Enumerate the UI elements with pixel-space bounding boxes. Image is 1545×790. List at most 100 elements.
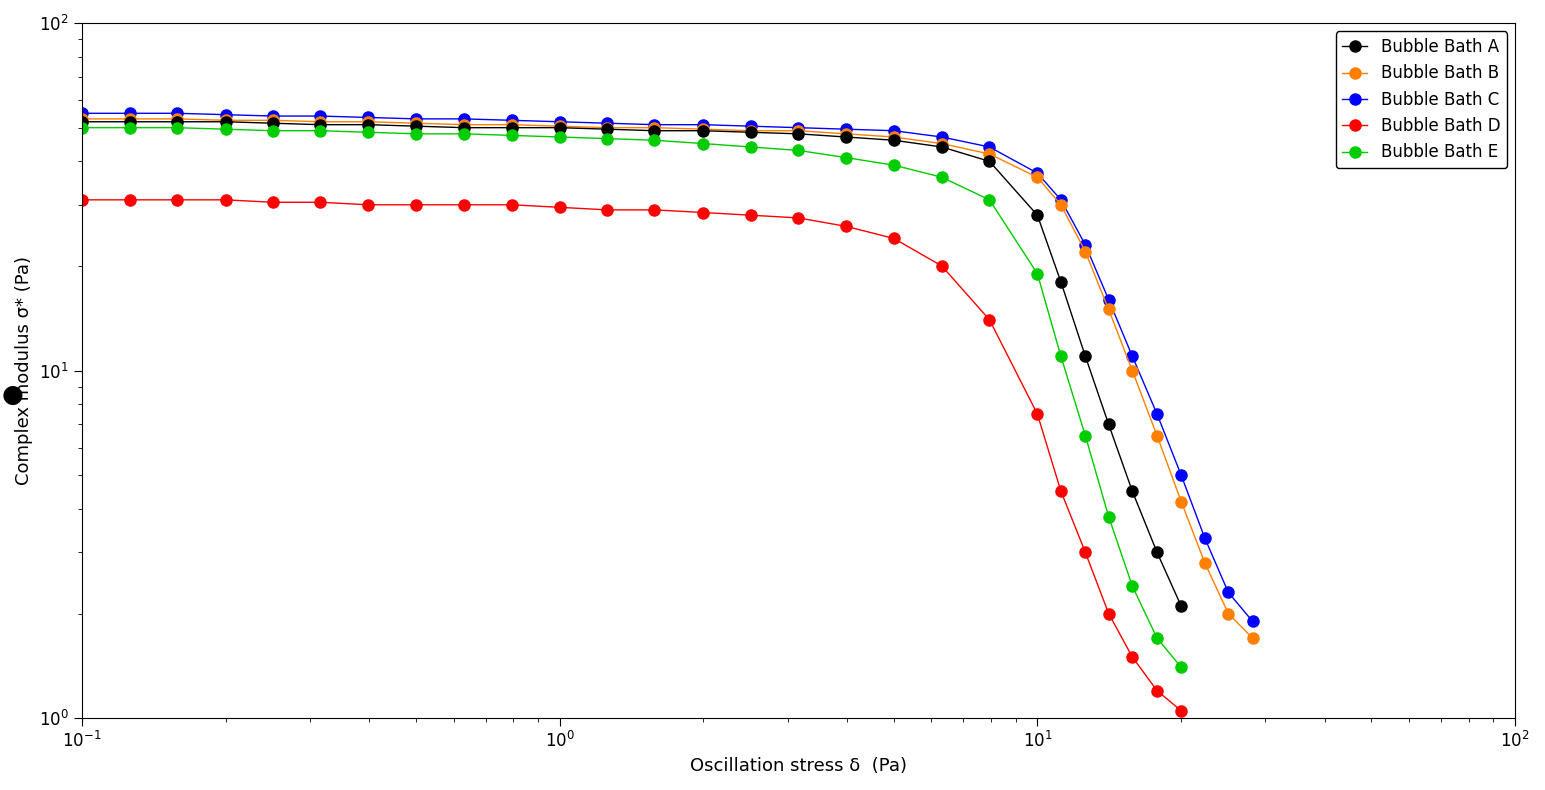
Bubble Bath B bbox=[1052, 200, 1071, 209]
Bubble Bath D bbox=[216, 195, 235, 205]
Bubble Bath C bbox=[1244, 616, 1262, 626]
Bubble Bath D bbox=[789, 213, 808, 223]
Bubble Bath E bbox=[933, 172, 952, 182]
Bubble Bath A bbox=[933, 142, 952, 152]
Bubble Bath E bbox=[550, 132, 569, 141]
Bubble Bath B bbox=[789, 126, 808, 135]
Bubble Bath C bbox=[454, 114, 473, 123]
Bubble Bath D bbox=[980, 315, 998, 325]
Bubble Bath D bbox=[263, 198, 281, 207]
Bubble Bath E bbox=[216, 125, 235, 134]
Bubble Bath E bbox=[1075, 431, 1094, 440]
Bubble Bath D bbox=[1052, 487, 1071, 496]
Bubble Bath C bbox=[502, 115, 521, 125]
Bubble Bath D bbox=[646, 205, 664, 215]
Bubble Bath B bbox=[1027, 172, 1046, 182]
Bubble Bath E bbox=[73, 123, 91, 133]
Bubble Bath E bbox=[502, 130, 521, 140]
Bubble Bath B bbox=[933, 139, 952, 149]
Bubble Bath D bbox=[358, 200, 377, 209]
Bubble Bath D bbox=[121, 195, 139, 205]
Text: ●: ● bbox=[2, 383, 23, 407]
Bubble Bath C bbox=[358, 113, 377, 122]
Bubble Bath D bbox=[502, 200, 521, 209]
Bubble Bath A bbox=[1173, 601, 1191, 611]
Bubble Bath B bbox=[1075, 246, 1094, 256]
Bubble Bath B bbox=[73, 114, 91, 123]
Bubble Bath A bbox=[1027, 210, 1046, 220]
Bubble Bath D bbox=[311, 198, 329, 207]
Line: Bubble Bath D: Bubble Bath D bbox=[76, 194, 1187, 717]
Bubble Bath E bbox=[646, 136, 664, 145]
Bubble Bath E bbox=[263, 126, 281, 135]
Bubble Bath B bbox=[646, 123, 664, 133]
Bubble Bath E bbox=[694, 139, 712, 149]
Bubble Bath B bbox=[1148, 431, 1166, 440]
Bubble Bath C bbox=[1052, 195, 1071, 205]
Bubble Bath B bbox=[837, 129, 856, 138]
Bubble Bath B bbox=[885, 132, 904, 141]
Bubble Bath B bbox=[167, 114, 185, 123]
Bubble Bath C bbox=[1219, 588, 1238, 597]
Bubble Bath B bbox=[1196, 558, 1214, 567]
Bubble Bath B bbox=[1100, 305, 1119, 314]
Bubble Bath C bbox=[980, 142, 998, 152]
Bubble Bath B bbox=[216, 115, 235, 125]
Bubble Bath C bbox=[1123, 352, 1142, 361]
Bubble Bath D bbox=[454, 200, 473, 209]
Bubble Bath B bbox=[980, 149, 998, 159]
Bubble Bath A bbox=[837, 132, 856, 141]
Bubble Bath E bbox=[1148, 634, 1166, 643]
Bubble Bath C bbox=[311, 111, 329, 121]
Bubble Bath D bbox=[406, 200, 425, 209]
Bubble Bath D bbox=[694, 208, 712, 217]
Bubble Bath D bbox=[598, 205, 616, 215]
Bubble Bath C bbox=[694, 120, 712, 130]
Bubble Bath D bbox=[1173, 706, 1191, 716]
Bubble Bath A bbox=[1100, 419, 1119, 429]
Bubble Bath A bbox=[1075, 352, 1094, 361]
Bubble Bath C bbox=[933, 132, 952, 141]
Bubble Bath E bbox=[358, 127, 377, 137]
Bubble Bath B bbox=[598, 123, 616, 133]
Bubble Bath E bbox=[837, 153, 856, 163]
Bubble Bath D bbox=[885, 234, 904, 243]
Bubble Bath B bbox=[550, 122, 569, 131]
Bubble Bath A bbox=[216, 117, 235, 126]
Bubble Bath A bbox=[1052, 277, 1071, 287]
Bubble Bath D bbox=[73, 195, 91, 205]
Bubble Bath C bbox=[1100, 295, 1119, 304]
Bubble Bath C bbox=[1027, 168, 1046, 178]
Bubble Bath C bbox=[263, 111, 281, 121]
Bubble Bath E bbox=[1173, 663, 1191, 672]
Bubble Bath E bbox=[1100, 512, 1119, 521]
Bubble Bath C bbox=[837, 125, 856, 134]
Bubble Bath E bbox=[789, 145, 808, 155]
Bubble Bath A bbox=[454, 123, 473, 133]
Bubble Bath A bbox=[646, 126, 664, 135]
Bubble Bath E bbox=[598, 134, 616, 143]
Bubble Bath C bbox=[121, 108, 139, 118]
Bubble Bath C bbox=[1075, 240, 1094, 250]
Bubble Bath A bbox=[358, 120, 377, 130]
Bubble Bath C bbox=[406, 114, 425, 123]
Bubble Bath C bbox=[598, 118, 616, 128]
Bubble Bath A bbox=[121, 117, 139, 126]
Bubble Bath E bbox=[1123, 581, 1142, 591]
Bubble Bath B bbox=[1244, 634, 1262, 643]
Bubble Bath E bbox=[1052, 352, 1071, 361]
Bubble Bath D bbox=[742, 210, 760, 220]
Bubble Bath D bbox=[933, 261, 952, 271]
Bubble Bath C bbox=[742, 122, 760, 131]
Bubble Bath A bbox=[598, 125, 616, 134]
Legend: Bubble Bath A, Bubble Bath B, Bubble Bath C, Bubble Bath D, Bubble Bath E: Bubble Bath A, Bubble Bath B, Bubble Bat… bbox=[1335, 32, 1506, 168]
Bubble Bath A bbox=[550, 123, 569, 133]
Bubble Bath D bbox=[1027, 409, 1046, 419]
Bubble Bath B bbox=[1123, 366, 1142, 375]
Bubble Bath B bbox=[1219, 609, 1238, 619]
Bubble Bath E bbox=[980, 195, 998, 205]
Line: Bubble Bath E: Bubble Bath E bbox=[76, 122, 1187, 673]
Bubble Bath E bbox=[406, 129, 425, 138]
Bubble Bath E bbox=[742, 142, 760, 152]
Bubble Bath A bbox=[502, 123, 521, 133]
